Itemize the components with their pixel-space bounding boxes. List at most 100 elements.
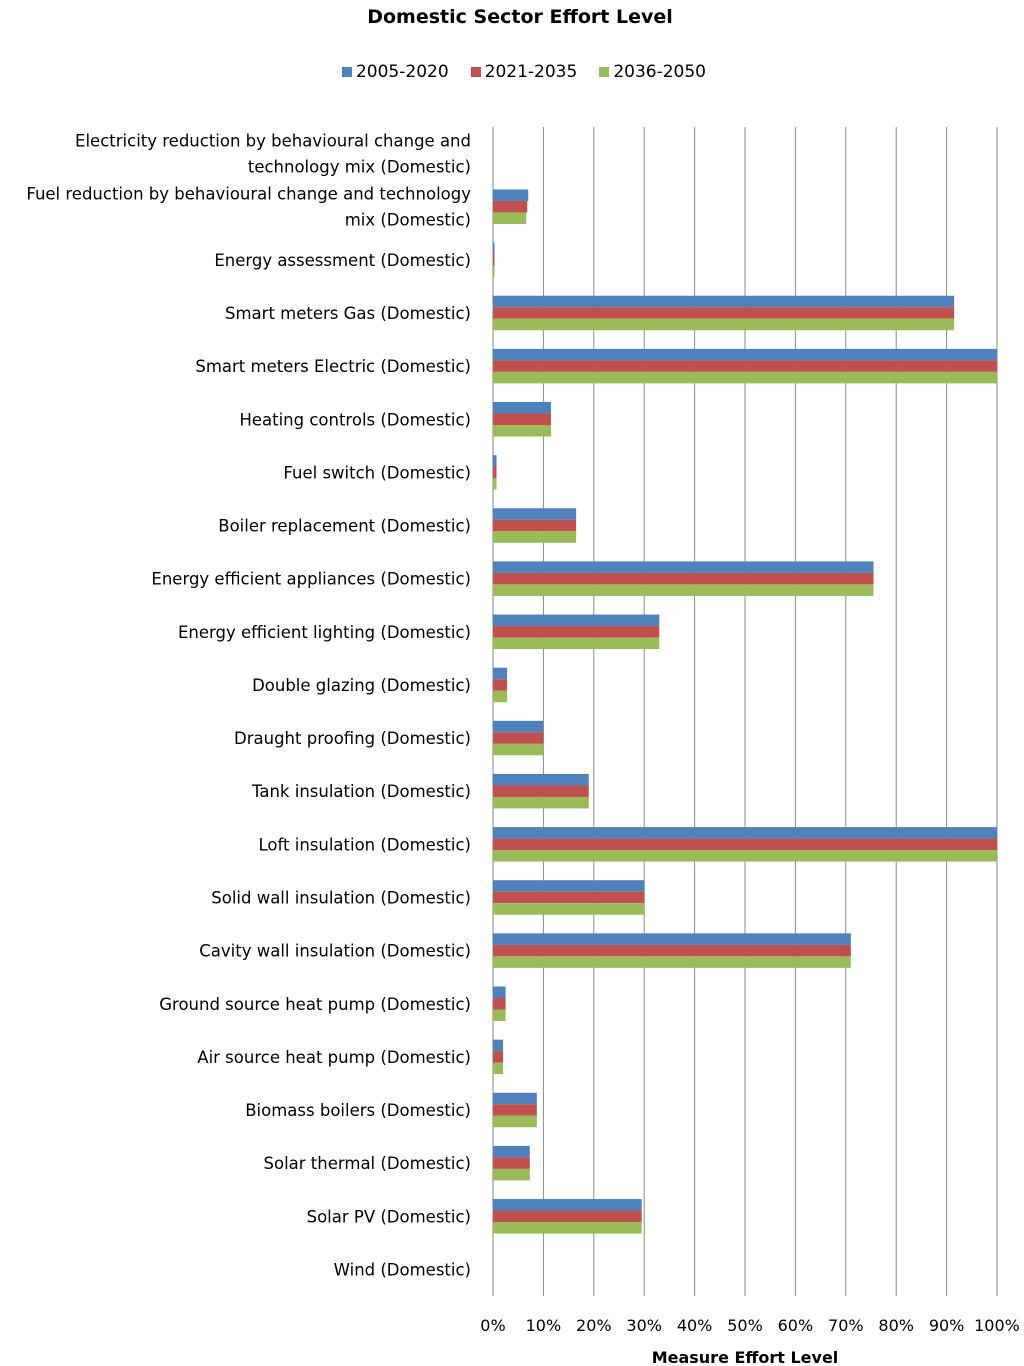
bar-2005-2020 <box>493 242 495 255</box>
x-tick-label: 30% <box>626 1316 662 1335</box>
legend: 2005-2020 2021-2035 2036-2050 <box>0 62 1024 82</box>
bar-2036-2050 <box>493 531 577 543</box>
bar-2036-2050 <box>493 212 527 224</box>
legend-swatch-series-2 <box>470 67 481 77</box>
bar-2021-2035 <box>493 1157 530 1169</box>
bar-2005-2020 <box>493 402 551 414</box>
bar-2005-2020 <box>493 561 874 573</box>
category-label: Double glazing (Domestic) <box>252 676 471 695</box>
bar-2036-2050 <box>493 1009 506 1021</box>
bar-2005-2020 <box>493 189 529 201</box>
bar-2005-2020 <box>493 827 997 839</box>
bar-2036-2050 <box>493 478 497 490</box>
bar-2036-2050 <box>493 743 544 756</box>
bar-2021-2035 <box>493 360 997 372</box>
x-tick-label: 10% <box>526 1316 562 1335</box>
x-tick-label: 90% <box>929 1316 965 1335</box>
bar-2036-2050 <box>493 1168 530 1181</box>
x-tick-label: 0% <box>480 1316 505 1335</box>
bar-2021-2035 <box>493 466 497 479</box>
bar-2036-2050 <box>493 584 874 596</box>
bar-2005-2020 <box>493 667 508 680</box>
bar-2021-2035 <box>493 307 955 319</box>
legend-label-series-3: 2036-2050 <box>613 62 706 82</box>
x-axis-title: Measure Effort Level <box>652 1348 839 1366</box>
x-tick-label: 40% <box>677 1316 713 1335</box>
bar-2005-2020 <box>493 933 851 945</box>
category-label: Draught proofing (Domestic) <box>234 729 471 748</box>
legend-swatch-series-3 <box>599 67 610 77</box>
bar-2021-2035 <box>493 254 495 266</box>
bar-2036-2050 <box>493 796 589 809</box>
bar-2021-2035 <box>493 1210 642 1223</box>
bar-2036-2050 <box>493 425 551 437</box>
bar-2036-2050 <box>493 265 495 278</box>
bar-2005-2020 <box>493 986 506 998</box>
category-label: Solid wall insulation (Domestic) <box>211 888 471 907</box>
category-label: Electricity reduction by behavioural cha… <box>75 132 471 177</box>
category-label: Heating controls (Domestic) <box>239 410 471 429</box>
category-label: Smart meters Gas (Domestic) <box>225 304 471 323</box>
bar-2005-2020 <box>493 295 955 308</box>
bar-2021-2035 <box>493 572 874 585</box>
bar-2021-2035 <box>493 1104 537 1116</box>
bar-2036-2050 <box>493 371 997 384</box>
bar-2021-2035 <box>493 998 506 1010</box>
bar-2021-2035 <box>493 732 544 744</box>
legend-item-series-1: 2005-2020 <box>341 62 449 82</box>
bar-2005-2020 <box>493 614 660 627</box>
legend-item-series-2: 2021-2035 <box>470 62 578 82</box>
x-tick-labels: 0% 10% 20% 30% 40% 50% 60% 70% 80% 90% 100% <box>480 1316 1020 1335</box>
category-label: Loft insulation (Domestic) <box>259 835 472 854</box>
bar-2005-2020 <box>493 1199 642 1211</box>
bar-2005-2020 <box>493 880 645 892</box>
bar-2021-2035 <box>493 891 645 904</box>
bar-2036-2050 <box>493 850 997 862</box>
category-label: Fuel reduction by behavioural change and… <box>26 185 471 230</box>
legend-label-series-2: 2021-2035 <box>484 62 578 82</box>
bar-2021-2035 <box>493 626 660 638</box>
x-tick-label: 50% <box>727 1316 763 1335</box>
category-label: Air source heat pump (Domestic) <box>197 1048 471 1067</box>
x-tick-label: 70% <box>828 1316 864 1335</box>
bar-2005-2020 <box>493 348 997 361</box>
bar-2005-2020 <box>493 508 577 520</box>
bar-2036-2050 <box>493 637 660 650</box>
x-tick-label: 60% <box>778 1316 814 1335</box>
bar-2021-2035 <box>493 413 551 425</box>
bar-2036-2050 <box>493 1062 504 1075</box>
category-labels: Electricity reduction by behavioural cha… <box>26 132 471 1280</box>
bar-2005-2020 <box>493 1092 537 1105</box>
x-tick-label: 100% <box>974 1316 1020 1335</box>
bar-2036-2050 <box>493 903 645 915</box>
bar-2036-2050 <box>493 690 508 703</box>
bar-2036-2050 <box>493 956 851 968</box>
chart-title: Domestic Sector Effort Level <box>367 6 673 28</box>
category-label: Smart meters Electric (Domestic) <box>195 357 471 376</box>
bar-2036-2050 <box>493 318 955 331</box>
legend-label-series-1: 2005-2020 <box>355 62 449 82</box>
bar-2005-2020 <box>493 720 544 733</box>
bar-2005-2020 <box>493 1145 530 1158</box>
x-tick-label: 80% <box>878 1316 914 1335</box>
bar-2021-2035 <box>493 785 589 797</box>
bar-2021-2035 <box>493 200 528 213</box>
category-label: Solar thermal (Domestic) <box>264 1154 472 1173</box>
category-label: Energy efficient appliances (Domestic) <box>151 570 471 589</box>
bar-2021-2035 <box>493 519 577 532</box>
bar-2036-2050 <box>493 1115 537 1128</box>
bars <box>493 189 997 1234</box>
legend-swatch-series-1 <box>341 67 352 77</box>
category-label: Fuel switch (Domestic) <box>283 463 471 482</box>
category-label: Ground source heat pump (Domestic) <box>159 995 471 1014</box>
bar-2005-2020 <box>493 1039 504 1052</box>
bar-2021-2035 <box>493 1051 504 1063</box>
category-label: Tank insulation (Domestic) <box>251 782 471 801</box>
bar-2005-2020 <box>493 773 589 786</box>
bar-2021-2035 <box>493 679 508 691</box>
category-label: Energy assessment (Domestic) <box>214 251 471 270</box>
category-label: Solar PV (Domestic) <box>307 1207 471 1226</box>
bar-2036-2050 <box>493 1222 642 1234</box>
category-label: Biomass boilers (Domestic) <box>245 1101 471 1120</box>
